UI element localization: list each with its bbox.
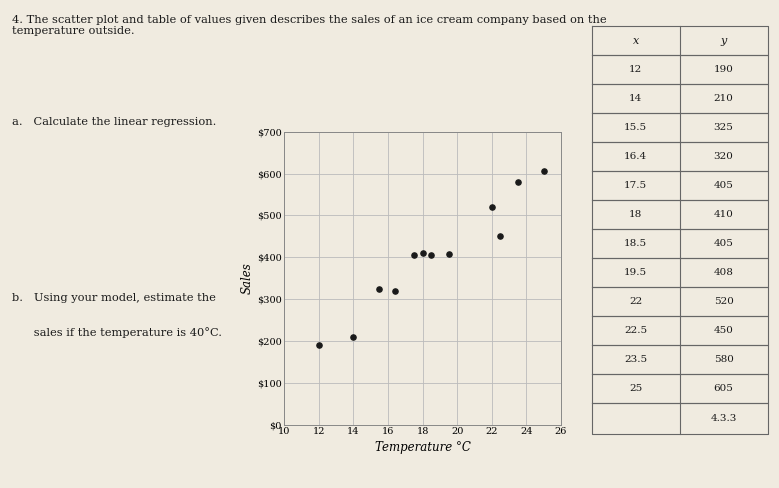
Text: 17.5: 17.5 xyxy=(624,181,647,190)
Text: 520: 520 xyxy=(714,297,734,306)
Text: 4. The scatter plot and table of values given describes the sales of an ice crea: 4. The scatter plot and table of values … xyxy=(12,15,606,36)
Text: 15.5: 15.5 xyxy=(624,123,647,132)
Text: 18: 18 xyxy=(629,210,643,219)
Point xyxy=(512,178,524,186)
Y-axis label: Sales: Sales xyxy=(241,262,254,294)
Point xyxy=(389,287,401,295)
Text: 325: 325 xyxy=(714,123,734,132)
Point xyxy=(312,341,325,349)
Text: 18.5: 18.5 xyxy=(624,239,647,248)
Point xyxy=(494,232,506,240)
Text: sales if the temperature is 40°C.: sales if the temperature is 40°C. xyxy=(12,327,222,338)
Text: 14: 14 xyxy=(629,94,643,103)
Text: 605: 605 xyxy=(714,384,734,392)
Text: 320: 320 xyxy=(714,152,734,161)
Point xyxy=(538,167,550,175)
Text: 190: 190 xyxy=(714,65,734,74)
Text: 19.5: 19.5 xyxy=(624,268,647,277)
Text: 12: 12 xyxy=(629,65,643,74)
Text: 210: 210 xyxy=(714,94,734,103)
Text: 22: 22 xyxy=(629,297,643,306)
Text: 25: 25 xyxy=(629,384,643,392)
Text: 408: 408 xyxy=(714,268,734,277)
Point xyxy=(442,250,455,258)
Text: 22.5: 22.5 xyxy=(624,325,647,335)
Text: y: y xyxy=(721,36,727,46)
Text: 16.4: 16.4 xyxy=(624,152,647,161)
Point xyxy=(347,333,360,341)
Text: 410: 410 xyxy=(714,210,734,219)
Point xyxy=(416,249,428,257)
Text: 450: 450 xyxy=(714,325,734,335)
Point xyxy=(407,251,420,259)
Text: 405: 405 xyxy=(714,181,734,190)
Text: x: x xyxy=(633,36,639,46)
Text: 580: 580 xyxy=(714,355,734,364)
X-axis label: Temperature °C: Temperature °C xyxy=(375,441,471,453)
Text: b.   Using your model, estimate the: b. Using your model, estimate the xyxy=(12,293,216,303)
Text: 23.5: 23.5 xyxy=(624,355,647,364)
Point xyxy=(485,203,498,211)
Point xyxy=(425,251,438,259)
Point xyxy=(373,285,386,292)
Text: 4.3.3: 4.3.3 xyxy=(710,414,737,423)
Text: 405: 405 xyxy=(714,239,734,248)
Text: a.   Calculate the linear regression.: a. Calculate the linear regression. xyxy=(12,117,216,127)
